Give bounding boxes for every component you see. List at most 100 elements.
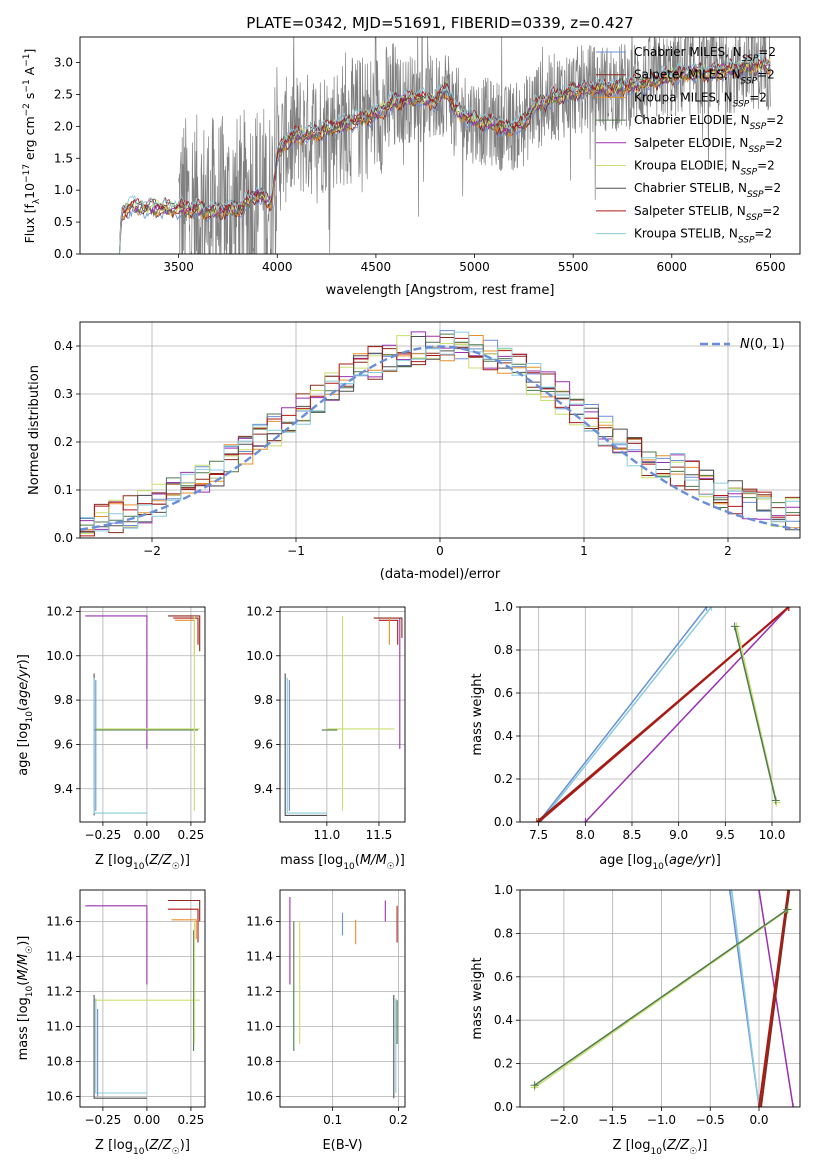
data-spectrum [178,37,771,254]
label-part: =2 [754,227,772,241]
weight-line [538,607,708,822]
weight-point [785,890,794,894]
label-part: 10 [22,183,37,199]
y-axis-label: Flux [fλ10−17 erg cm−2 s−1 A−1] [22,49,42,244]
y-tick-label: 0.4 [494,1013,513,1027]
x-tick-label: −2.0 [549,1113,578,1127]
weight-line [534,908,789,1089]
label-part: ( [355,853,360,868]
model-spectrum-kroupa-stelib [119,52,771,254]
label-part: SSP [742,54,759,64]
y-tick-label: 10.0 [246,649,273,663]
x-tick-label: 11.5 [366,828,393,842]
y-tick-label: 0.4 [54,339,73,353]
label-part: SSP [746,213,763,223]
x-tick-label: −1 [287,544,305,558]
label-part: Z/Z [149,1138,173,1153]
y-tick-label: 10.8 [46,1055,73,1069]
label-part: 10 [25,711,35,723]
axes-frame [519,606,801,823]
fit-marker [168,908,199,943]
y-tick-label: 0.1 [54,483,73,497]
x-tick-label: −1.0 [647,1113,676,1127]
panel-mass-vs-Z: −0.25 0.00 0.25 10.6 10.8 11.0 11.2 11.4 11.6 Z [… [16,889,206,1157]
y-tick-label: 0.2 [494,772,513,786]
x-tick-label: 0.1 [323,1113,342,1127]
label-part: mass [log [280,853,343,868]
fit-marker [373,617,403,638]
label-part: 10 [650,1147,662,1157]
label-part: Salpeter ELODIE, N [634,136,748,150]
y-axis-label: mass [log10(M/M☉)] [16,936,35,1061]
weight-line [758,890,790,1107]
label-part: age/yr [669,853,712,868]
label-part: Kroupa ELODIE, N [634,159,741,173]
y-tick-label: 10.2 [46,604,73,618]
label-part: A [22,66,37,79]
weight-point [581,818,590,822]
label-part: ☉ [387,862,395,872]
label-part: SSP [741,168,758,178]
label-part: age/yr [16,663,31,706]
label-part: )] [16,936,31,946]
legend-entry: Salpeter ELODIE, NSSP=2 [634,136,783,155]
label-part: =2 [765,136,783,150]
weight-point [530,1081,539,1090]
y-tick-label: 1.0 [54,183,73,197]
label-part: =2 [749,90,767,104]
weight-point [756,1103,765,1107]
label-part: ( [16,981,31,986]
weight-point [730,622,739,631]
fit-marker [93,677,147,814]
label-part: 10 [133,1147,145,1157]
y-tick-label: 11.0 [46,1020,73,1034]
y-tick-label: 2.5 [54,87,73,101]
weight-point [534,818,543,822]
legend-entry: N(0, 1) [740,337,785,352]
x-tick-label: 6000 [657,260,688,274]
residual-histogram [80,331,800,530]
y-tick-label: 10.6 [46,1090,73,1104]
x-tick-label: 1 [580,544,588,558]
x-axis-label: Z [log10(Z/Z☉)] [95,1138,190,1157]
legend-entry: Kroupa STELIB, NSSP=2 [634,227,772,246]
label-part: Salpeter MILES, N [634,68,741,82]
label-part: )] [16,654,31,664]
fit-marker [175,619,195,656]
y-tick-label: 10.0 [46,649,73,663]
x-tick-label: −0.25 [84,828,121,842]
x-tick-label: 0.00 [134,828,161,842]
label-part: ( [144,853,149,868]
fit-marker [85,905,148,985]
weight-line [534,908,788,1086]
label-part: λ [32,198,42,204]
plot-area [119,37,771,254]
axes-frame [79,36,801,255]
x-tick-label: 5000 [459,260,490,274]
legend-entry: Salpeter STELIB, NSSP=2 [634,204,780,223]
label-part: ☉ [25,946,35,954]
fit-marker [173,617,199,645]
y-tick-label: 10.8 [246,1055,273,1069]
label-part: (0, 1) [750,337,785,352]
y-axis-label: mass weight [470,673,485,755]
label-part: SSP [748,145,765,155]
label-part: Z/Z [149,853,173,868]
fit-marker [93,995,147,1099]
label-part: 10 [133,862,145,872]
y-tick-label: 0.8 [494,926,513,940]
y-tick-label: 0.6 [494,970,513,984]
label-part: SSP [733,99,750,109]
label-part: age [log [16,723,31,776]
legend-entry: Salpeter MILES, NSSP=2 [634,68,775,87]
x-tick-label: 0.0 [749,1113,768,1127]
legend-entry: Chabrier MILES, NSSP=2 [634,45,776,64]
x-tick-label: 4500 [361,260,392,274]
label-part: SSP [747,190,764,200]
y-tick-label: 9.4 [54,782,73,796]
axes-frame [79,606,206,823]
y-tick-label: 0.3 [54,387,73,401]
x-tick-label: −1.5 [598,1113,627,1127]
x-tick-label: 5500 [558,260,589,274]
x-tick-label: 0.25 [178,1113,205,1127]
